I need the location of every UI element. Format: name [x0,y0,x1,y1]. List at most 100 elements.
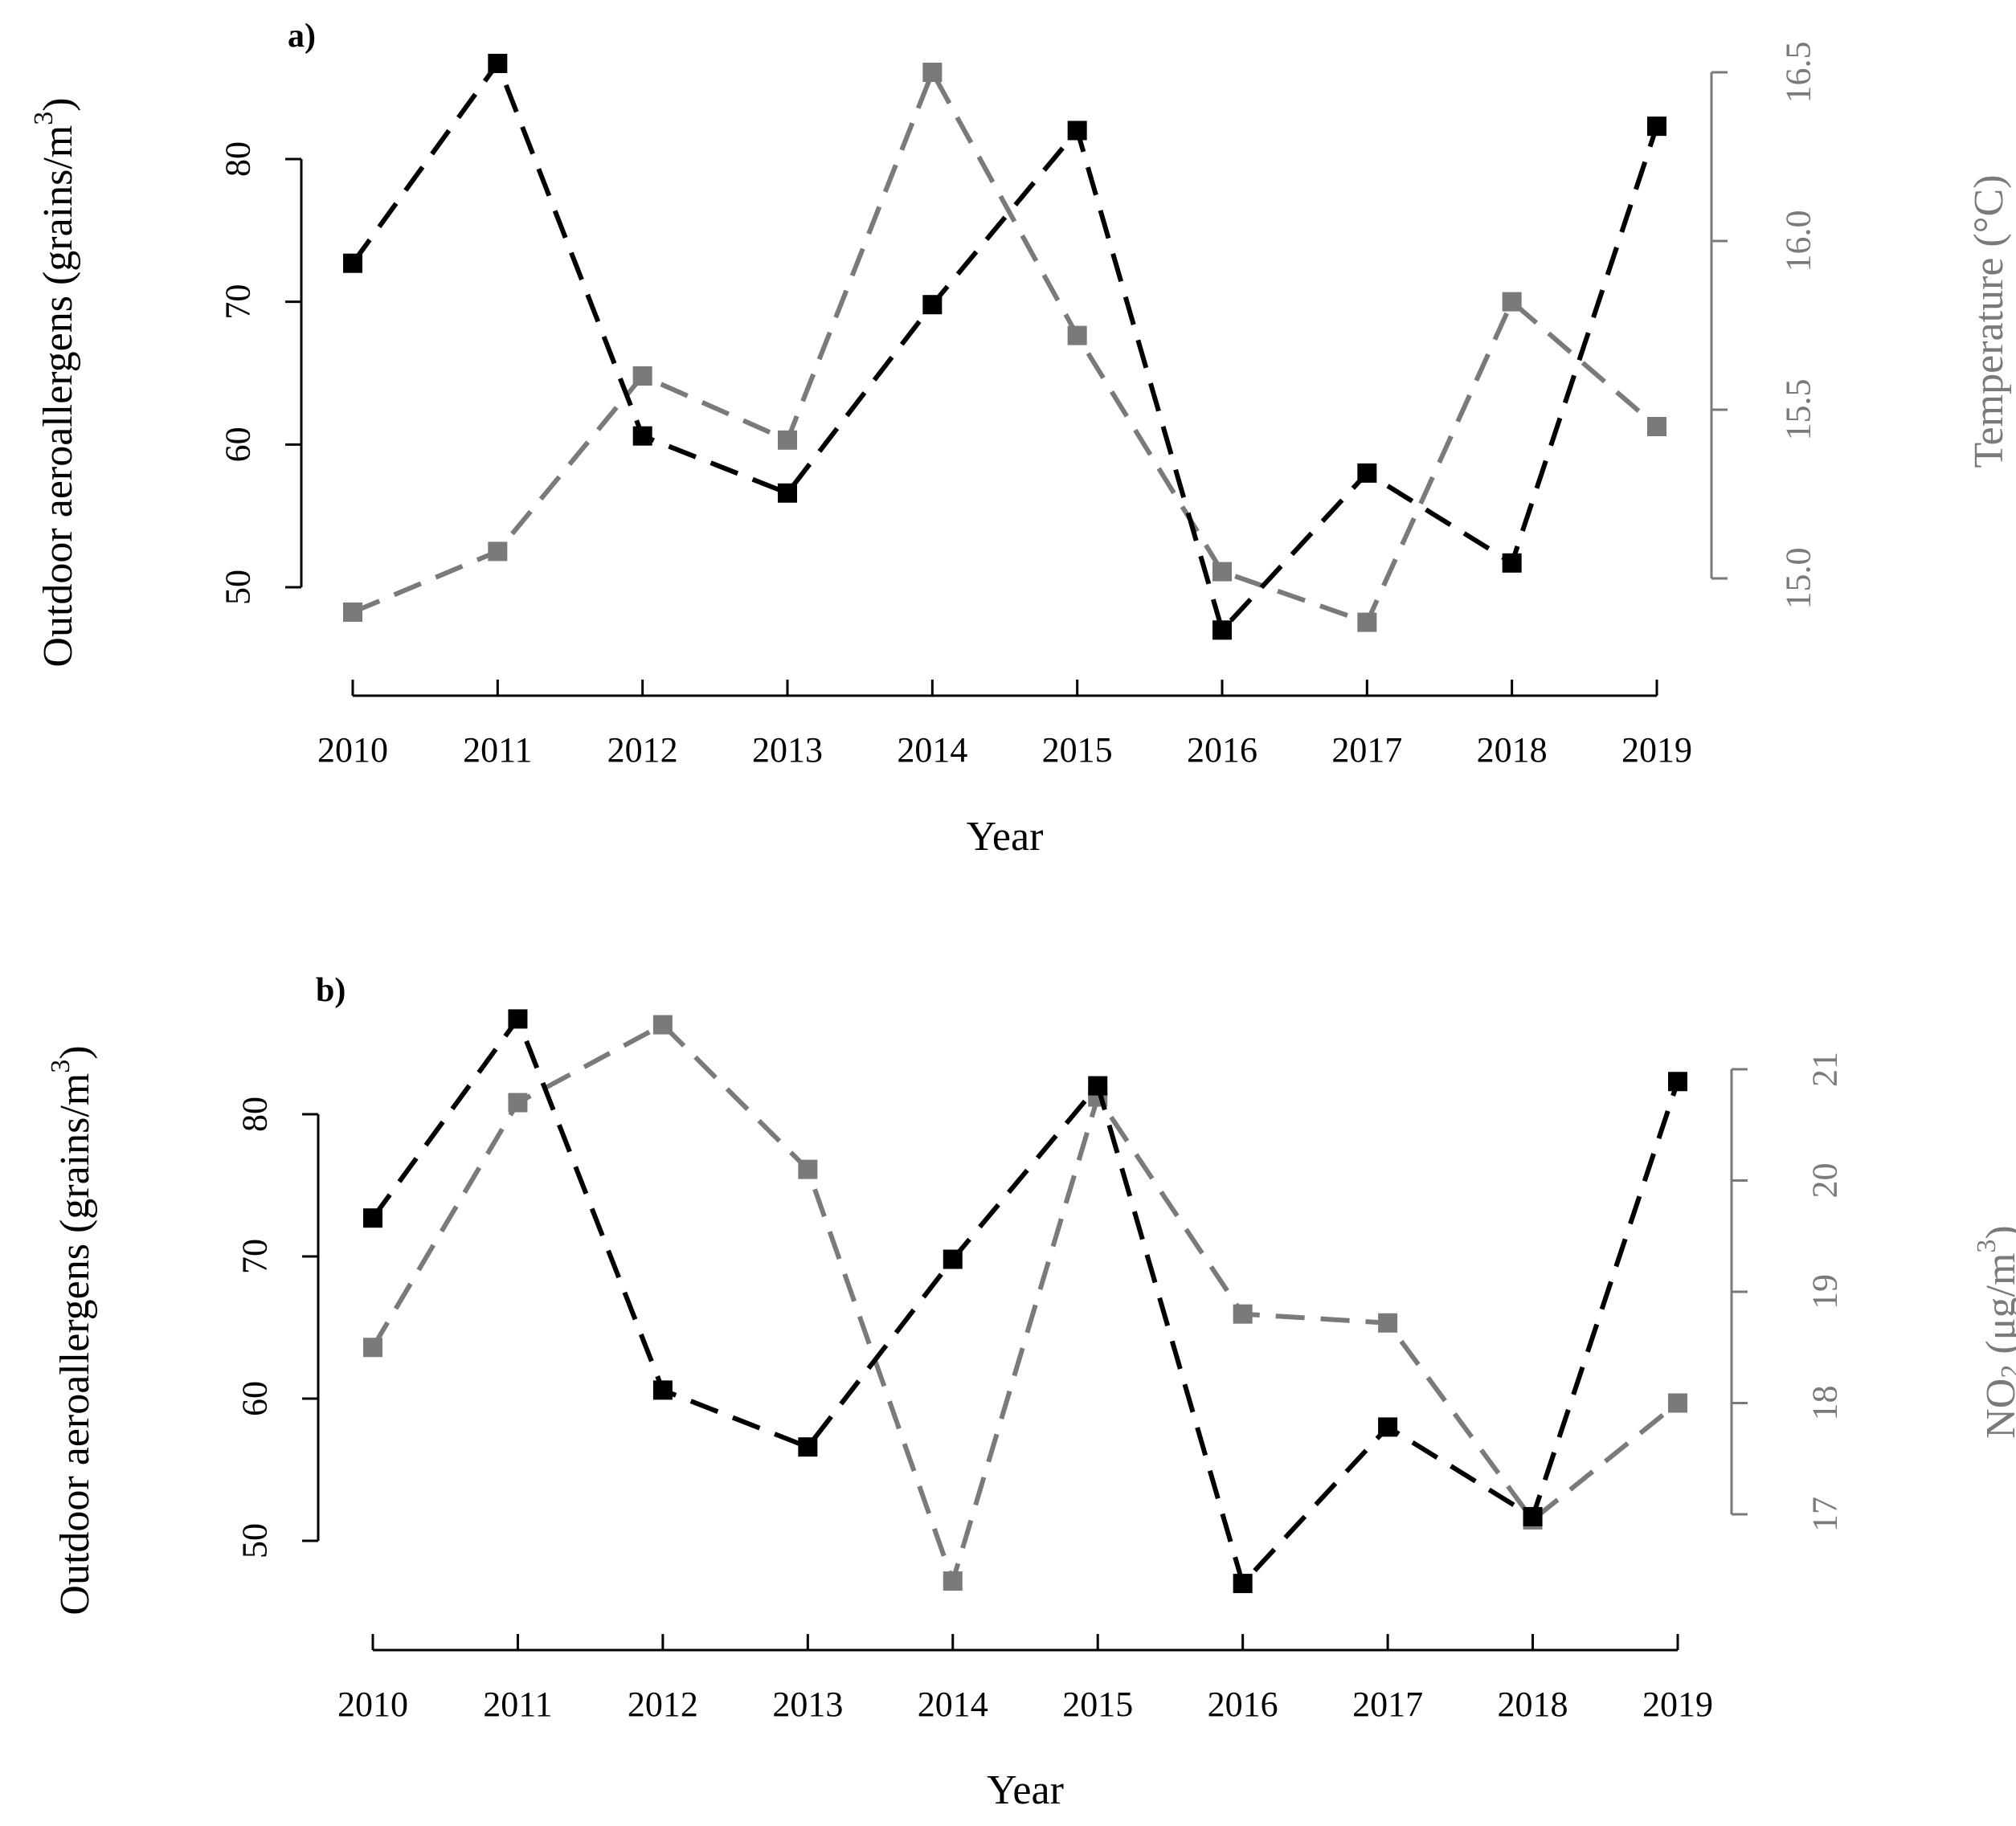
data-point-2016 [1212,562,1232,582]
data-point-2017 [1357,612,1377,632]
data-point-2012 [632,426,652,446]
left-y-axis-title: Outdoor aeroallergens (grains/m3) [46,1045,98,1615]
data-point-2017 [1357,463,1377,483]
data-point-2013 [778,483,797,503]
x-tick-label: 2018 [1477,730,1548,770]
series-outdoor-aeroallergens [363,1009,1687,1594]
x-tick-label: 2011 [463,730,532,770]
left-y-axis-title-main: Outdoor aeroallergens (grains/m [52,1073,98,1616]
right-y-axis-title: NO2 (μg/m3) [1972,1225,2016,1439]
data-point-2014 [943,1571,963,1591]
right-y-tick-label: 16.0 [1778,210,1818,272]
x-tick-label: 2014 [897,730,967,770]
data-point-2015 [1088,1076,1108,1096]
x-tick-label: 2010 [337,1685,408,1724]
data-point-2011 [508,1009,528,1029]
data-point-2013 [798,1159,818,1179]
data-point-2011 [488,53,508,73]
x-tick-label: 2014 [918,1685,988,1724]
chart-panel-b: b)2010 2011 2012 2013 2014 2015 2016 2017 2018 20… [46,972,2016,1813]
right-y-tick-label: 18 [1805,1386,1844,1421]
x-tick-label: 2013 [772,1685,843,1724]
data-point-2012 [632,366,652,386]
panel-label: a) [288,18,316,55]
data-point-2010 [343,253,362,273]
x-tick-label: 2019 [1642,1685,1713,1724]
data-point-2016 [1233,1574,1253,1594]
series-temperature [343,63,1666,632]
chart-panel-a: a) 2010 2011 2012 2013 2014 2015 2016 2017 2018 20… [29,18,2012,860]
data-point-2010 [363,1208,382,1228]
left-y-tick-label: 70 [235,1239,274,1274]
right-y-axis-title: Temperature (°C) [1966,174,2012,468]
data-point-2016 [1212,620,1232,640]
x-tick-label: 2017 [1331,730,1402,770]
data-point-2013 [778,430,797,450]
data-point-2014 [922,63,943,82]
data-point-2017 [1378,1313,1398,1333]
left-y-axis-title-sup: 3 [46,1060,76,1073]
x-tick-label: 2013 [752,730,823,770]
left-y-tick-label: 50 [235,1523,274,1558]
panel-label: b) [316,972,346,1009]
left-y-tick-label: 60 [235,1381,274,1416]
series-line [350,58,1659,635]
right-y-tick-label: 20 [1805,1163,1844,1199]
x-tick-label: 2012 [607,730,678,770]
data-point-2019 [1647,417,1666,436]
left-y-tick-label: 60 [218,427,257,462]
right-y-tick-label: 21 [1805,1052,1844,1087]
right-y-tick-label: 17 [1805,1497,1844,1532]
data-point-2015 [1067,121,1087,141]
data-point-2011 [508,1093,528,1113]
x-tick-label: 2017 [1352,1685,1423,1724]
series-outdoor-aeroallergens [343,53,1666,640]
data-point-2019 [1647,116,1666,137]
right-y-axis-title-pre: NO [1978,1379,2016,1439]
x-axis-title: Year [987,1767,1064,1813]
x-axis-title: Year [967,814,1044,860]
left-y-tick-label: 70 [218,284,257,320]
data-point-2011 [488,541,508,562]
right-y-tick-label: 19 [1805,1274,1844,1309]
left-y-tick-label: 80 [235,1097,274,1132]
x-tick-label: 2015 [1042,730,1113,770]
series-line [351,66,1658,626]
data-point-2017 [1378,1417,1398,1437]
x-tick-label: 2015 [1062,1685,1133,1724]
right-y-axis-title-mid: (μg/m [1978,1253,2016,1365]
right-y-tick-label: 15.0 [1778,548,1818,610]
data-point-2012 [652,1015,673,1035]
right-y-axis-title-sup: 3 [1972,1240,2002,1253]
data-point-2018 [1523,1506,1543,1526]
x-tick-label: 2016 [1208,1685,1278,1724]
right-y-axis-title-main: Temperature (°C) [1966,174,2012,468]
data-point-2018 [1502,292,1522,312]
x-tick-label: 2016 [1187,730,1257,770]
data-point-2010 [343,603,362,622]
x-tick-label: 2012 [628,1685,698,1724]
data-point-2012 [652,1380,673,1400]
data-point-2010 [363,1338,382,1358]
x-tick-label: 2018 [1498,1685,1568,1724]
left-y-axis-title-tail: ) [52,1045,98,1059]
right-y-tick-label: 15.5 [1778,379,1818,441]
x-tick-label: 2011 [483,1685,552,1724]
series-line [370,1014,1680,1589]
series-line [370,1021,1679,1589]
data-point-2014 [922,295,943,315]
data-point-2014 [943,1249,963,1269]
left-y-axis-title-main: Outdoor aeroallergens (grains/m [35,125,81,668]
left-y-tick-label: 50 [218,570,257,605]
right-y-tick-label: 16.5 [1778,42,1818,104]
data-point-2016 [1233,1304,1253,1324]
left-y-axis-title-sup: 3 [29,112,59,125]
left-y-axis-title: Outdoor aeroallergens (grains/m3) [29,97,81,667]
data-point-2015 [1067,325,1087,345]
right-y-axis-title-tail: ) [1978,1225,2016,1239]
right-y-axis-title-sub: 2 [1996,1365,2016,1379]
series-no2 [363,1015,1687,1591]
x-tick-label: 2010 [317,730,388,770]
left-y-tick-label: 80 [218,141,257,177]
